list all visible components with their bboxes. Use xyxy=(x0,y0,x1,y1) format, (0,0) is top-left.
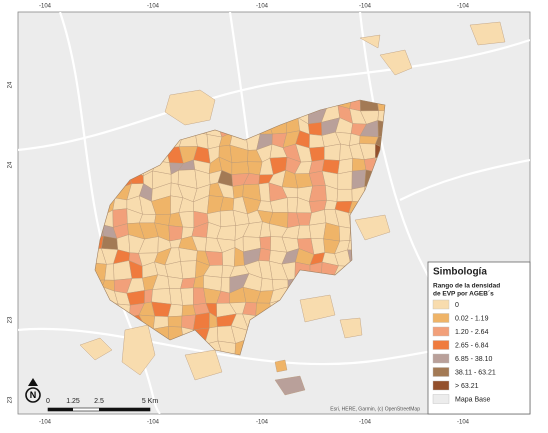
outlying-areas xyxy=(79,21,506,396)
ageb-polygon xyxy=(336,189,353,202)
ageb-polygon xyxy=(180,260,197,279)
attribution: Esri, HERE, Garmin, (c) OpenStreetMap xyxy=(330,406,420,412)
legend-label: 1.20 - 2.64 xyxy=(455,329,489,336)
north-arrow: N xyxy=(25,378,41,403)
scale-label: 1.25 xyxy=(66,398,80,405)
ageb-polygon xyxy=(260,277,274,292)
left-coordinate: 24 xyxy=(8,161,14,168)
top-coordinate: -104 xyxy=(256,4,269,10)
ageb-polygon xyxy=(151,288,172,305)
ageb-polygon xyxy=(151,301,172,317)
top-coordinate: -104 xyxy=(39,4,52,10)
scale-bar: 0 1.25 2.5 5 Km xyxy=(46,398,159,412)
ageb-polygon xyxy=(112,197,128,211)
north-label: N xyxy=(30,390,37,400)
ageb-polygon xyxy=(351,158,367,172)
ageb-polygon xyxy=(113,260,133,281)
scale-segment xyxy=(48,408,73,411)
legend-label: 2.65 - 6.84 xyxy=(455,342,489,349)
ageb-polygon xyxy=(338,226,351,242)
legend-swatch xyxy=(432,326,450,337)
north-circle xyxy=(25,387,41,403)
legend-subtitle: de EVP por AGEB´s xyxy=(433,291,494,298)
bottom-coordinate: -104 xyxy=(256,420,269,426)
ageb-polygon xyxy=(167,315,183,328)
legend-label: Mapa Base xyxy=(455,396,491,403)
ageb-polygon xyxy=(309,146,325,162)
ageb-polygon xyxy=(324,143,341,161)
legend-label: > 63.21 xyxy=(455,383,479,390)
top-coordinate: -104 xyxy=(457,4,470,10)
legend-swatch xyxy=(432,340,450,350)
left-coordinate: 23 xyxy=(8,396,14,403)
scale-segment xyxy=(99,408,150,411)
ageb-polygon xyxy=(296,212,312,226)
ageb-polygon xyxy=(193,312,210,331)
legend-swatch xyxy=(432,299,450,310)
ageb-polygon xyxy=(220,277,230,294)
legend-label: 0 xyxy=(455,302,459,309)
scale-label: 0 xyxy=(46,398,50,405)
ageb-polygon xyxy=(232,184,244,199)
coordinates: -104 -104 -104 -104 -104 -104 -104 -104 -104 -104… xyxy=(8,4,470,426)
roads xyxy=(18,12,530,414)
ageb-polygon xyxy=(337,170,353,190)
ageb-polygon xyxy=(308,122,323,136)
ageb-polygon xyxy=(286,197,298,213)
ageb-polygon xyxy=(231,161,250,175)
ageb-polygon xyxy=(101,235,119,250)
legend-swatch xyxy=(432,380,450,391)
scale-label: 2.5 xyxy=(94,398,104,405)
left-coordinate: 24 xyxy=(8,81,14,88)
ageb-polygon xyxy=(258,247,271,262)
bottom-coordinate: -104 xyxy=(39,420,52,426)
legend-label: 6.85 - 38.10 xyxy=(455,356,492,363)
legend-swatch xyxy=(432,367,450,377)
legend-swatch xyxy=(432,353,450,364)
left-coordinate: 23 xyxy=(8,316,14,323)
city-outline xyxy=(94,99,386,356)
ageb-polygon xyxy=(168,225,183,242)
north-arrowhead xyxy=(28,378,38,386)
ageb-polygon xyxy=(104,263,115,281)
ageb-polygon xyxy=(180,277,196,289)
ageb-polygon xyxy=(351,169,367,190)
ageb-polygon xyxy=(258,182,271,202)
legend-title: Simbología xyxy=(433,267,487,278)
bottom-coordinate: -104 xyxy=(359,420,372,426)
ageb-polygon xyxy=(167,276,184,289)
scale-label: 5 Km xyxy=(142,398,159,405)
legend-swatch xyxy=(432,313,450,323)
ageb-polygon xyxy=(297,225,312,240)
ageb-polygon xyxy=(359,135,379,145)
legend-subtitle: Rango de la densidad xyxy=(433,283,500,290)
legend-label: 0.02 - 1.19 xyxy=(455,315,489,322)
legend: Simbología Rango de la densidad de EVP p… xyxy=(427,261,531,415)
legend-label: 38.11 - 63.21 xyxy=(455,369,496,376)
ageb-polygon xyxy=(180,287,194,306)
bottom-coordinate: -104 xyxy=(457,420,470,426)
legend-swatch xyxy=(432,394,450,404)
top-coordinate: -104 xyxy=(147,4,160,10)
top-coordinate: -104 xyxy=(359,4,372,10)
ageb-polygon xyxy=(308,222,327,240)
bottom-coordinate: -104 xyxy=(147,420,160,426)
